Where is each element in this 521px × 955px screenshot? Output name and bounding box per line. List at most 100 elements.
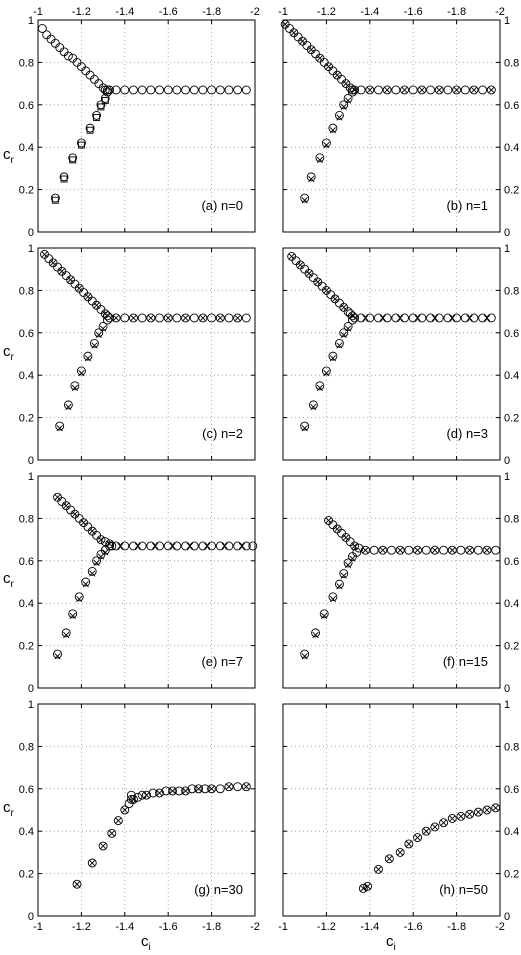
data-point xyxy=(434,85,444,95)
data-point xyxy=(325,63,332,70)
data-point xyxy=(379,547,386,554)
data-point xyxy=(340,331,347,339)
data-point xyxy=(55,421,65,431)
y-tick-label: 0.4 xyxy=(19,142,34,154)
y-tick-label: 0.8 xyxy=(19,513,34,525)
data-point xyxy=(83,351,93,361)
data-point xyxy=(384,86,391,94)
data-point xyxy=(172,85,182,95)
data-point xyxy=(204,542,211,550)
data-point xyxy=(339,328,349,338)
data-point xyxy=(336,583,343,590)
data-point xyxy=(465,545,475,555)
data-point xyxy=(466,314,473,322)
y-tick-label: 1 xyxy=(28,471,34,483)
data-point xyxy=(379,314,386,322)
data-point xyxy=(449,547,456,554)
y-tick-label: 0.8 xyxy=(504,57,519,69)
data-point xyxy=(60,175,68,183)
data-point xyxy=(400,85,409,95)
data-point xyxy=(93,559,100,567)
data-point xyxy=(100,85,110,95)
data-point xyxy=(129,794,138,804)
data-point xyxy=(316,156,324,164)
data-point xyxy=(147,314,154,322)
y-tick-label: 0.8 xyxy=(504,741,519,753)
data-point xyxy=(54,494,61,501)
x-tick-label: -1 xyxy=(33,6,43,18)
data-point xyxy=(107,828,117,838)
data-point xyxy=(308,175,315,183)
y-tick-label: 0.8 xyxy=(19,741,34,753)
data-point xyxy=(238,542,246,550)
y-tick-label: 1 xyxy=(28,699,34,711)
data-point xyxy=(63,400,73,410)
data-point xyxy=(102,549,109,556)
data-point xyxy=(89,859,96,867)
data-point xyxy=(129,85,138,95)
data-point xyxy=(329,127,337,134)
y-tick-label: 1 xyxy=(504,15,510,27)
data-point xyxy=(391,85,401,95)
x-tick-label: -1.2 xyxy=(72,921,91,933)
data-point xyxy=(426,85,436,95)
data-point xyxy=(152,542,159,550)
data-point xyxy=(483,547,491,554)
data-point xyxy=(198,313,208,323)
data-point xyxy=(345,83,355,93)
data-point xyxy=(343,558,353,568)
data-point xyxy=(165,314,172,322)
data-point xyxy=(342,80,350,87)
data-point xyxy=(358,883,368,893)
data-point xyxy=(92,110,102,120)
data-point xyxy=(360,885,367,892)
data-point xyxy=(113,816,123,826)
y-tick-label: 0.6 xyxy=(504,100,519,112)
y-tick-label: 0.6 xyxy=(19,100,34,112)
data-point xyxy=(342,534,350,541)
y-tick-label: 0.8 xyxy=(504,285,519,297)
data-point xyxy=(87,858,97,868)
data-point xyxy=(76,366,86,376)
y-tick-label: 0.2 xyxy=(19,869,34,881)
data-point xyxy=(96,535,106,545)
x-tick-label: -2 xyxy=(495,921,505,933)
data-point xyxy=(98,841,108,851)
data-point xyxy=(483,806,491,814)
data-point xyxy=(362,547,369,554)
data-point xyxy=(439,545,449,555)
data-point xyxy=(488,86,495,94)
data-point xyxy=(436,86,443,94)
data-point xyxy=(323,369,330,377)
y-tick-label: 0.2 xyxy=(504,641,519,653)
data-point xyxy=(366,86,373,94)
data-point xyxy=(99,325,107,332)
axes-box xyxy=(282,475,501,689)
data-point xyxy=(397,849,404,856)
data-point xyxy=(233,85,243,95)
y-tick-label: 0.8 xyxy=(19,285,34,297)
panel-d: 0 0.2 0.4 0.6 0.8 1 (d) n=3 xyxy=(282,243,519,467)
data-point xyxy=(430,822,440,832)
data-point xyxy=(449,314,456,322)
data-point xyxy=(413,545,422,555)
data-point xyxy=(315,153,325,163)
data-point xyxy=(113,314,120,322)
data-point xyxy=(440,819,447,826)
data-point xyxy=(395,545,405,555)
data-point xyxy=(163,313,173,323)
y-tick-label: 0 xyxy=(504,227,510,239)
x-tick-label: -1.2 xyxy=(317,6,336,18)
data-point xyxy=(84,355,92,362)
x-tick-label: -1 xyxy=(278,921,288,933)
data-point xyxy=(308,400,318,410)
y-tick-label: 0.6 xyxy=(504,784,519,796)
data-point xyxy=(319,609,329,619)
data-point xyxy=(97,536,105,543)
data-point xyxy=(316,55,324,62)
data-point xyxy=(351,542,358,550)
data-point xyxy=(356,85,366,95)
data-point xyxy=(311,628,320,638)
data-point xyxy=(181,786,191,796)
data-point xyxy=(300,421,310,431)
